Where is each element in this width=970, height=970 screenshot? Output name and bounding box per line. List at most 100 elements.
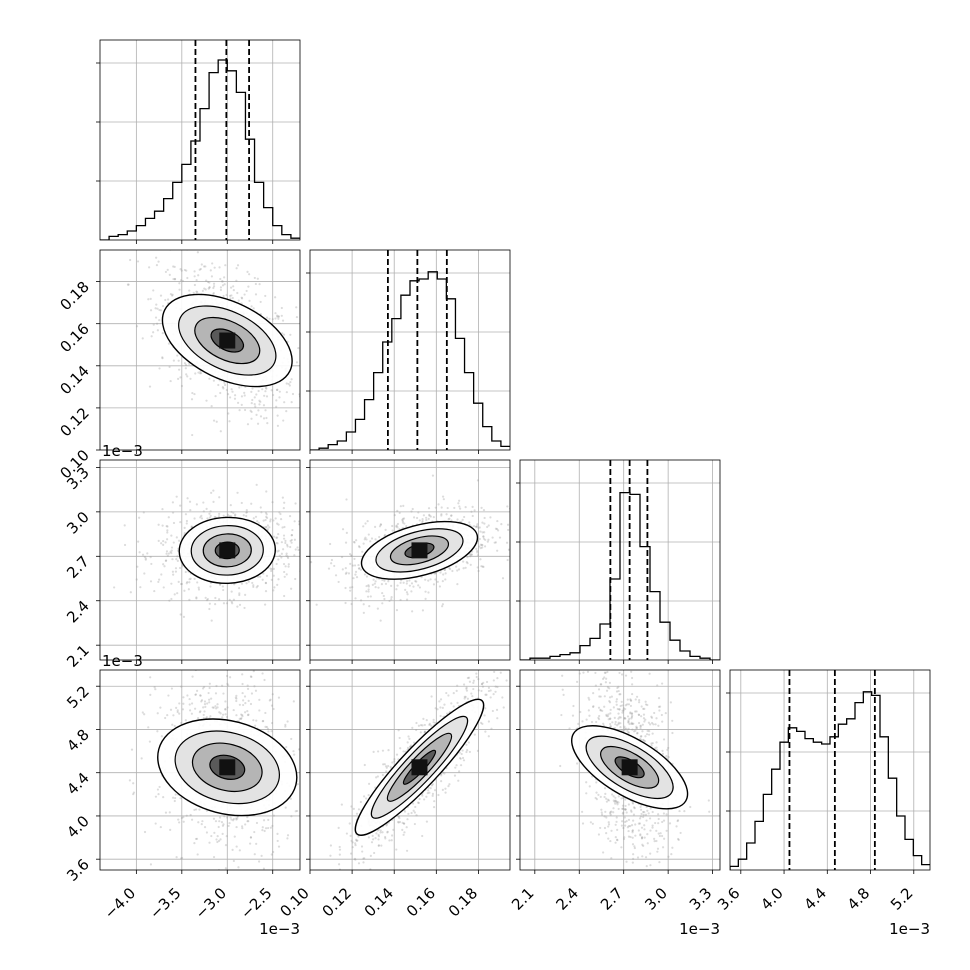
sample-point <box>476 749 479 752</box>
sample-point <box>171 293 174 296</box>
sample-point <box>135 325 139 328</box>
sample-point <box>249 842 252 845</box>
sample-point <box>383 579 386 582</box>
sample-point <box>286 556 290 560</box>
sample-point <box>377 844 380 847</box>
panel-frame <box>309 249 511 451</box>
sample-point <box>277 549 280 552</box>
sample-point <box>290 378 293 381</box>
sample-point <box>330 558 334 562</box>
sample-point <box>629 835 632 839</box>
sample-point <box>201 820 204 823</box>
sample-point <box>182 702 185 705</box>
sample-point <box>470 510 473 513</box>
sample-point <box>421 518 424 521</box>
sample-point <box>621 704 624 707</box>
sample-point <box>197 371 200 374</box>
sample-point <box>243 394 246 397</box>
sample-point <box>255 413 258 417</box>
sample-point <box>428 722 431 726</box>
sample-point <box>208 701 211 704</box>
sample-point <box>362 861 365 864</box>
sample-point <box>210 405 213 408</box>
sample-point <box>240 296 243 299</box>
sample-point <box>238 592 241 595</box>
sample-point <box>256 422 260 425</box>
sample-point <box>227 412 230 415</box>
sample-point <box>476 525 479 528</box>
sample-point <box>429 515 432 518</box>
sample-point <box>265 515 268 518</box>
sample-point <box>209 514 212 517</box>
sample-point <box>238 888 240 890</box>
sample-point <box>168 599 171 602</box>
sample-point <box>204 652 206 654</box>
sample-point <box>293 554 296 557</box>
sample-point <box>337 863 341 866</box>
sample-point <box>153 686 156 689</box>
sample-point <box>300 733 302 735</box>
sample-point <box>303 390 305 392</box>
sample-point <box>415 728 418 732</box>
sample-point <box>358 546 361 549</box>
sample-point <box>219 277 222 281</box>
sample-point <box>264 518 267 522</box>
sample-point <box>212 285 216 288</box>
sample-point <box>379 619 382 622</box>
sample-point <box>178 282 181 285</box>
sample-point <box>362 611 365 614</box>
sample-point <box>287 382 290 386</box>
sample-point <box>434 721 437 725</box>
sample-point <box>421 519 424 523</box>
sample-point <box>433 572 436 575</box>
panel-2-0 <box>96 459 301 664</box>
sample-point <box>285 554 288 557</box>
sample-point <box>445 513 448 516</box>
sample-point <box>344 541 348 544</box>
sample-point <box>432 516 435 519</box>
sample-point <box>179 279 183 282</box>
sample-point <box>229 297 232 300</box>
sample-point <box>484 730 487 733</box>
density-contours <box>161 293 293 388</box>
sample-point <box>401 821 404 824</box>
sample-point <box>282 333 286 336</box>
sample-point <box>195 503 198 506</box>
sample-point <box>276 414 279 417</box>
sample-point <box>226 513 230 516</box>
sample-point <box>212 489 215 492</box>
sample-point <box>272 393 275 397</box>
sample-point <box>655 717 658 720</box>
sample-point <box>611 874 613 876</box>
sample-point <box>651 824 654 827</box>
sample-point <box>321 395 323 397</box>
sample-point <box>177 818 180 821</box>
sample-point <box>238 603 242 606</box>
sample-point <box>241 673 244 676</box>
sample-point <box>423 798 426 801</box>
sample-point <box>425 518 428 522</box>
sample-point <box>399 747 402 750</box>
sample-point <box>443 703 446 706</box>
sample-point <box>479 543 482 546</box>
sample-point <box>638 698 641 702</box>
sample-point <box>218 496 221 499</box>
sample-point <box>431 783 434 786</box>
sample-point <box>468 521 471 524</box>
sample-point <box>402 750 405 753</box>
sample-point <box>354 573 357 576</box>
sample-point <box>399 598 402 602</box>
sample-point <box>328 766 330 768</box>
sample-point <box>250 305 253 308</box>
sample-point <box>472 687 475 691</box>
sample-point <box>282 537 286 540</box>
sample-point <box>620 797 623 800</box>
sample-point <box>415 580 418 583</box>
sample-point <box>381 578 384 581</box>
sample-point <box>305 847 307 849</box>
sample-point <box>174 567 178 570</box>
sample-point <box>286 834 290 837</box>
sample-point <box>182 816 185 819</box>
sample-point <box>644 718 647 721</box>
sample-point <box>289 545 292 549</box>
